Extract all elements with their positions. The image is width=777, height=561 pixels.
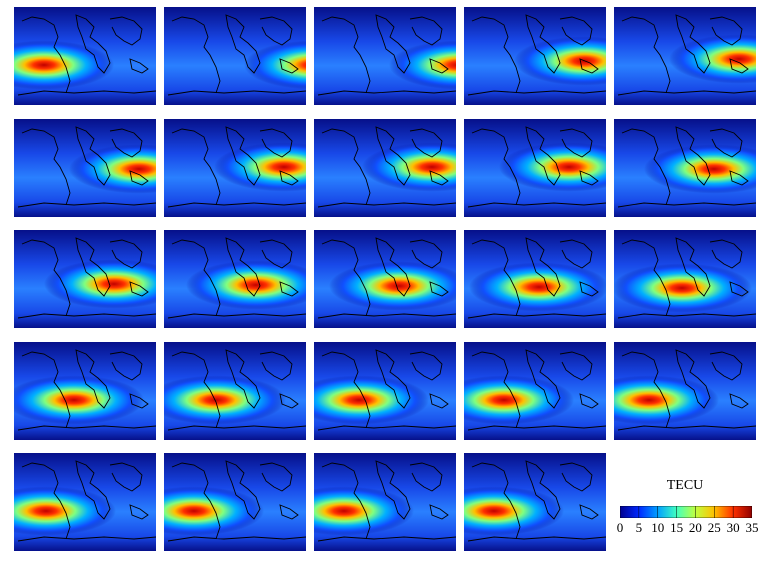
- tec-map-panel: [164, 119, 306, 217]
- tec-map-panel: [464, 453, 606, 551]
- colorbar-tick-label: 25: [707, 520, 721, 535]
- colorbar-tick-label: 10: [651, 520, 665, 535]
- tec-map-panel: [614, 119, 756, 217]
- tec-map-panel: [314, 7, 456, 105]
- colorbar-tick-label: 15: [670, 520, 684, 535]
- tec-map-panel: [314, 342, 456, 440]
- tec-map-panel: [464, 119, 606, 217]
- tec-map-panel: [164, 342, 306, 440]
- tec-map-panel: [164, 230, 306, 328]
- tec-map-panel: [164, 7, 306, 105]
- colorbar: [620, 506, 752, 518]
- tec-map-panel: [614, 230, 756, 328]
- colorbar-legend: TECU 0 5 10 15 20 25 30 35: [600, 462, 770, 542]
- colorbar-tick-label: 35: [745, 520, 759, 535]
- tec-map-panel: [314, 119, 456, 217]
- tec-map-panel: [614, 7, 756, 105]
- tec-map-panel: [314, 453, 456, 551]
- tec-map-panel: [14, 230, 156, 328]
- tec-map-panel: [164, 453, 306, 551]
- tec-map-panel: [14, 7, 156, 105]
- colorbar-tick-label: 30: [726, 520, 740, 535]
- colorbar-tick-label: 0: [616, 520, 624, 535]
- colorbar-tick-label: 20: [688, 520, 702, 535]
- tec-map-panel: [464, 7, 606, 105]
- tec-map-panel: [314, 230, 456, 328]
- tec-map-panel: [464, 230, 606, 328]
- tec-map-panel: [464, 342, 606, 440]
- legend-title: TECU: [666, 478, 704, 493]
- tec-map-panel: [14, 453, 156, 551]
- tec-map-panel: [14, 119, 156, 217]
- tec-map-panel: [614, 342, 756, 440]
- tec-map-panel: [14, 342, 156, 440]
- colorbar-tick-label: 5: [635, 520, 643, 535]
